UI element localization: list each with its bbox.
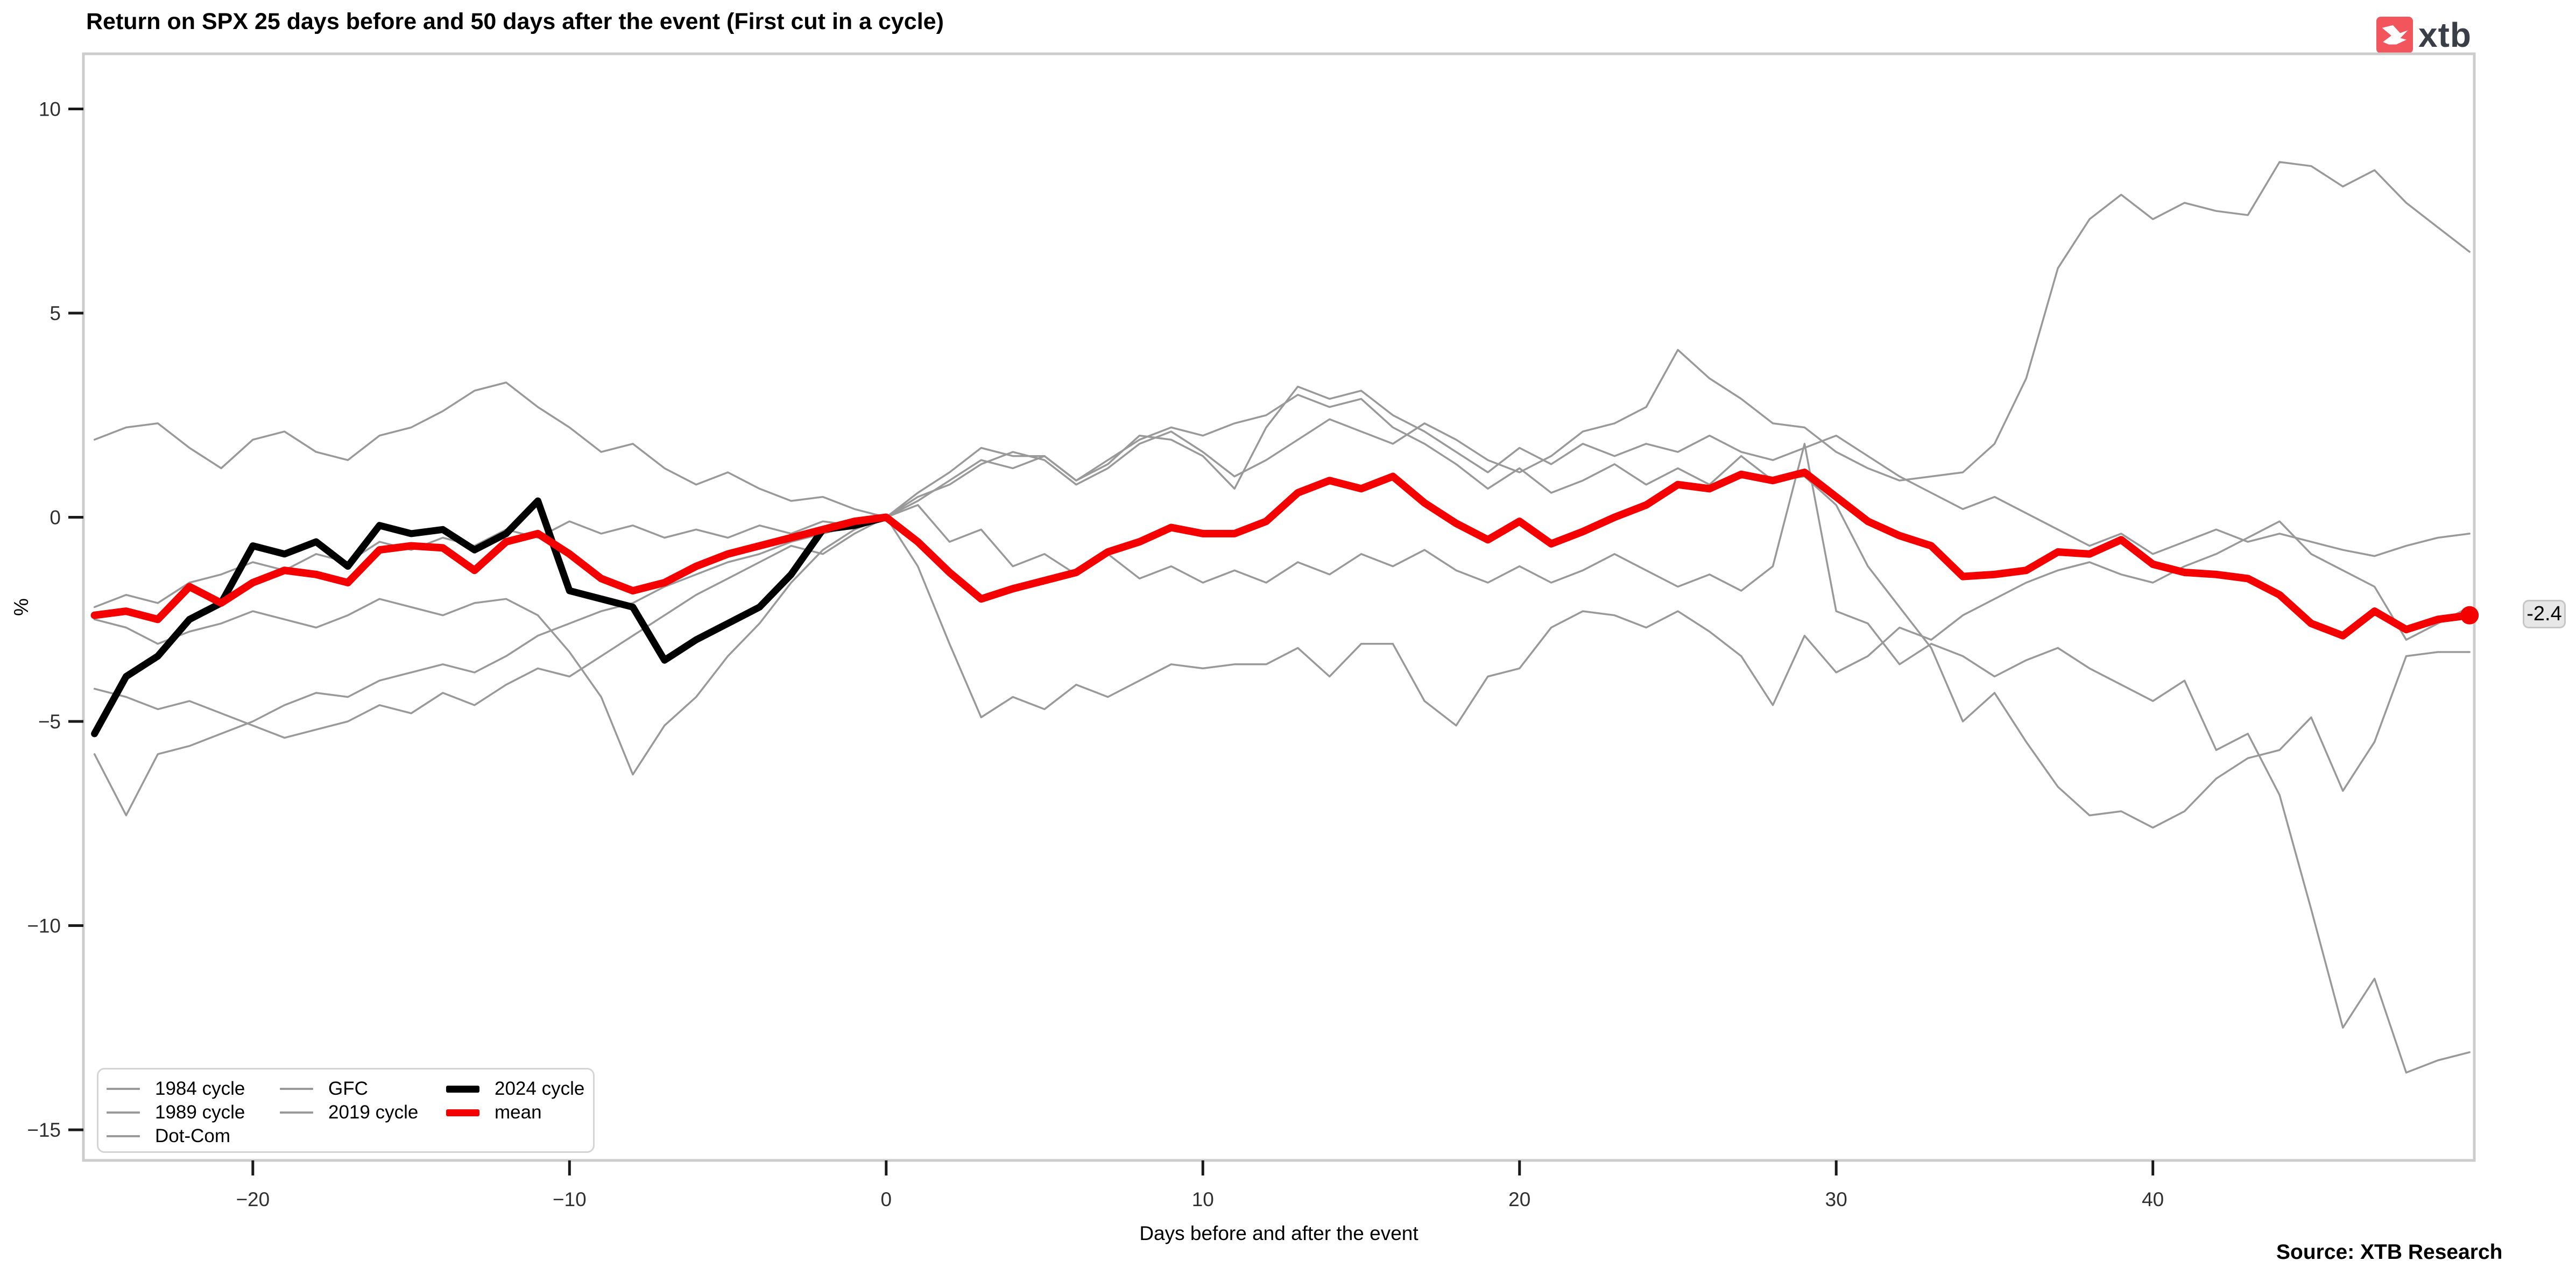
legend-line-swatch bbox=[280, 1111, 313, 1114]
mean-end-value-badge: -2.4 bbox=[2523, 600, 2566, 628]
series-line-mean bbox=[90, 469, 2474, 640]
y-axis-tick-label: −15 bbox=[27, 1119, 61, 1141]
x-axis-tick-label: −10 bbox=[553, 1188, 587, 1210]
xtb-logo-text: xtb bbox=[2418, 16, 2472, 54]
series-line-1984-cycle bbox=[93, 161, 2471, 519]
series-line-dot-com bbox=[93, 443, 2471, 1074]
legend-label: GFC bbox=[328, 1078, 368, 1099]
legend-line-swatch bbox=[446, 1109, 479, 1116]
legend-label: 2019 cycle bbox=[328, 1102, 419, 1123]
x-axis-tick-label: 30 bbox=[1825, 1188, 1847, 1210]
legend-item-gfc: GFC bbox=[280, 1077, 446, 1101]
series-line-gfc bbox=[93, 394, 2471, 829]
y-axis-tick-label: 10 bbox=[39, 98, 61, 120]
legend-item-dot-com: Dot-Com bbox=[107, 1124, 280, 1148]
y-axis-tick-label: −5 bbox=[38, 711, 61, 733]
legend-line-swatch bbox=[280, 1088, 313, 1090]
legend-line-swatch bbox=[107, 1135, 140, 1137]
x-axis-tick-label: 40 bbox=[2142, 1188, 2164, 1210]
mean-end-dot bbox=[2460, 606, 2479, 625]
source-credit: Source: XTB Research bbox=[2276, 1241, 2503, 1264]
legend-column: 2024 cycle mean bbox=[446, 1077, 586, 1151]
xtb-logo-icon bbox=[2376, 17, 2413, 53]
series-line-2019-cycle bbox=[93, 516, 2471, 817]
series-line-1989-cycle bbox=[93, 385, 2471, 608]
y-axis-tick-label: 5 bbox=[50, 302, 61, 324]
xtb-logo: xtb bbox=[2376, 15, 2472, 55]
legend-item-2024-cycle: 2024 cycle bbox=[446, 1077, 586, 1101]
y-axis-tick-label: 0 bbox=[50, 507, 61, 529]
legend-item-mean: mean bbox=[446, 1101, 586, 1124]
chart-legend: 1984 cycle 1989 cycle Dot-Com GFC 2019 cycl… bbox=[97, 1068, 595, 1153]
legend-line-swatch bbox=[107, 1088, 140, 1090]
x-axis-tick-label: 20 bbox=[1508, 1188, 1530, 1210]
legend-item-1984-cycle: 1984 cycle bbox=[107, 1077, 280, 1101]
legend-label: mean bbox=[495, 1102, 542, 1123]
legend-column: GFC 2019 cycle bbox=[280, 1077, 446, 1151]
plot-panel-border bbox=[82, 52, 2476, 1162]
legend-line-swatch bbox=[107, 1111, 140, 1114]
legend-item-1989-cycle: 1989 cycle bbox=[107, 1101, 280, 1124]
x-axis-tick-label: −20 bbox=[236, 1188, 270, 1210]
x-axis-tick-label: 0 bbox=[880, 1188, 892, 1210]
legend-line-swatch bbox=[446, 1085, 479, 1093]
x-axis-title: Days before and after the event bbox=[1139, 1222, 1418, 1244]
y-axis-tick-label: −10 bbox=[27, 915, 61, 937]
legend-column: 1984 cycle 1989 cycle Dot-Com bbox=[107, 1077, 280, 1151]
page-title: Return on SPX 25 days before and 50 days… bbox=[86, 9, 944, 34]
y-axis-title: % bbox=[10, 598, 32, 616]
legend-item-2019-cycle: 2019 cycle bbox=[280, 1101, 446, 1124]
legend-label: Dot-Com bbox=[155, 1125, 231, 1146]
legend-label: 1989 cycle bbox=[155, 1102, 245, 1123]
legend-label: 1984 cycle bbox=[155, 1078, 245, 1099]
legend-label: 2024 cycle bbox=[495, 1078, 585, 1099]
x-axis-tick-label: 10 bbox=[1192, 1188, 1214, 1210]
series-line-2024-cycle bbox=[91, 497, 890, 738]
